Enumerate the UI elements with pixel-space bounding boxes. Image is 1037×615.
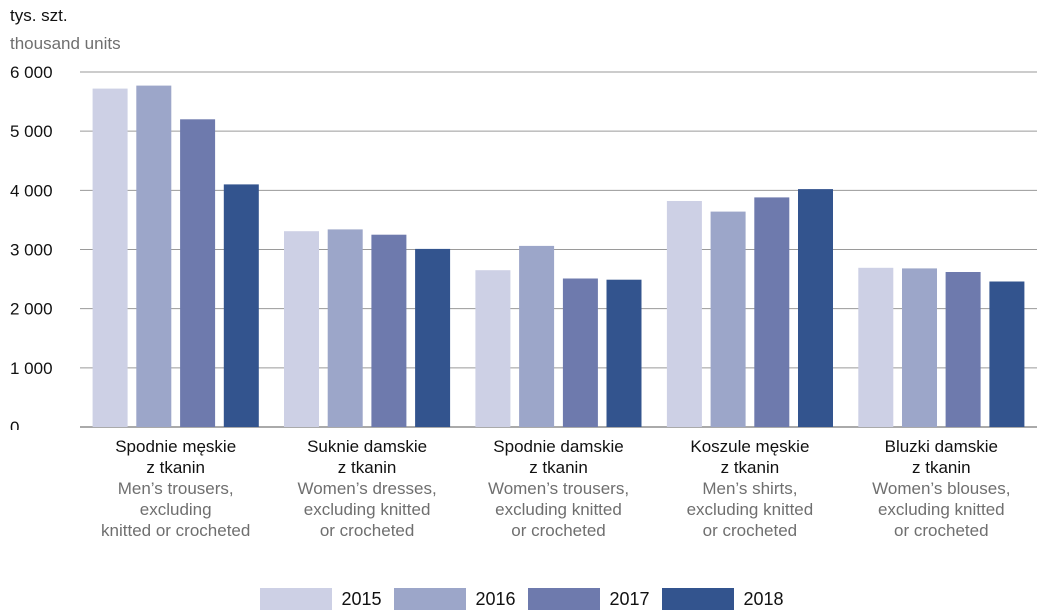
- category-label-english: Women’s dresses,: [297, 479, 437, 498]
- bar-2018-category-1: [223, 184, 259, 427]
- category-label-polish: Spodnie męskie: [115, 437, 237, 456]
- category-label-english: Women’s trousers,: [487, 479, 630, 498]
- y-tick-label: 5 000: [10, 122, 53, 141]
- y-tick-label: 3 000: [10, 241, 53, 260]
- category-label-english: knitted or crocheted: [101, 521, 251, 540]
- bar-2018-category-5: [989, 281, 1025, 427]
- bar-2016-category-2: [327, 229, 363, 427]
- category-label-polish: Koszule męskie: [690, 437, 810, 456]
- category-label-polish: z tkanin: [337, 458, 397, 477]
- unit-label-polish: tys. szt.: [10, 6, 68, 25]
- bar-2016-category-4: [710, 211, 746, 427]
- category-label-polish: Bluzki damskie: [884, 437, 998, 456]
- category-label-english: excluding: [139, 500, 212, 519]
- legend: 2015 2016 2017 2018: [0, 588, 1037, 612]
- category-label-english: Women’s blouses,: [872, 479, 1011, 498]
- category-label-polish: Suknie damskie: [307, 437, 428, 456]
- bar-2017-category-2: [371, 234, 407, 427]
- bar-2016-category-1: [136, 85, 172, 427]
- y-tick-label: 2 000: [10, 300, 53, 319]
- category-label-english: Men’s shirts,: [702, 479, 798, 498]
- category-label: Spodnie damskie z tkanin Women’s trousers,…: [459, 436, 659, 541]
- legend-label: 2017: [609, 589, 650, 609]
- bar-2015-category-2: [284, 231, 319, 427]
- category-label-english: excluding knitted: [877, 500, 1005, 519]
- bar-2018-category-2: [415, 248, 451, 427]
- legend-swatch: [259, 588, 332, 610]
- bar-2017-category-1: [180, 119, 216, 428]
- legend-swatch: [527, 588, 600, 610]
- legend-label: 2015: [341, 589, 382, 609]
- category-label-english: or crocheted: [894, 521, 989, 540]
- y-tick-label: 6 000: [10, 63, 53, 82]
- category-label-polish: z tkanin: [529, 458, 588, 477]
- category-label: Spodnie męskie z tkanin Men’s trousers, exc…: [76, 436, 276, 541]
- bar-2018-category-3: [606, 279, 642, 427]
- legend-label: 2016: [475, 589, 516, 609]
- legend-swatch: [393, 588, 466, 610]
- unit-label-english: thousand units: [10, 34, 121, 53]
- bar-2018-category-4: [798, 189, 833, 427]
- category-label-polish: z tkanin: [912, 458, 971, 477]
- category-label: Bluzki damskie z tkanin Women’s blouses, ex…: [841, 436, 1037, 541]
- y-tick-label: 1 000: [10, 359, 53, 378]
- category-label-english: excluding knitted: [495, 500, 622, 519]
- category-label-english: or crocheted: [702, 521, 798, 540]
- legend-label: 2018: [743, 589, 784, 609]
- bar-2017-category-4: [754, 197, 790, 427]
- bar-chart: 0 1 000 2 000 3 000 4 000 5 000 6 000: [10, 63, 1037, 430]
- y-tick-label: 4 000: [10, 181, 53, 200]
- bar-2016-category-3: [519, 245, 555, 427]
- bar-2015-category-3: [475, 270, 511, 427]
- category-label-english: or crocheted: [319, 521, 415, 540]
- category-label-english: or crocheted: [511, 521, 606, 540]
- bar-2015-category-5: [858, 267, 894, 427]
- category-label-english: excluding knitted: [686, 500, 814, 519]
- category-label-polish: z tkanin: [146, 458, 205, 477]
- bar-2017-category-3: [562, 278, 598, 427]
- category-label: Koszule męskie z tkanin Men’s shirts, exclu…: [650, 436, 850, 541]
- category-label-english: excluding knitted: [303, 500, 431, 519]
- category-label-polish: Spodnie damskie: [493, 437, 624, 456]
- category-label: Suknie damskie z tkanin Women’s dresses, ex…: [267, 436, 467, 541]
- category-label-english: Men’s trousers,: [117, 479, 234, 498]
- bar-2017-category-5: [945, 272, 981, 427]
- category-label-polish: z tkanin: [720, 458, 780, 477]
- bar-2015-category-1: [92, 88, 128, 427]
- bar-2016-category-5: [902, 268, 937, 427]
- bar-2015-category-4: [666, 201, 702, 427]
- y-tick-label: 0: [10, 418, 19, 430]
- legend-swatch: [661, 588, 734, 610]
